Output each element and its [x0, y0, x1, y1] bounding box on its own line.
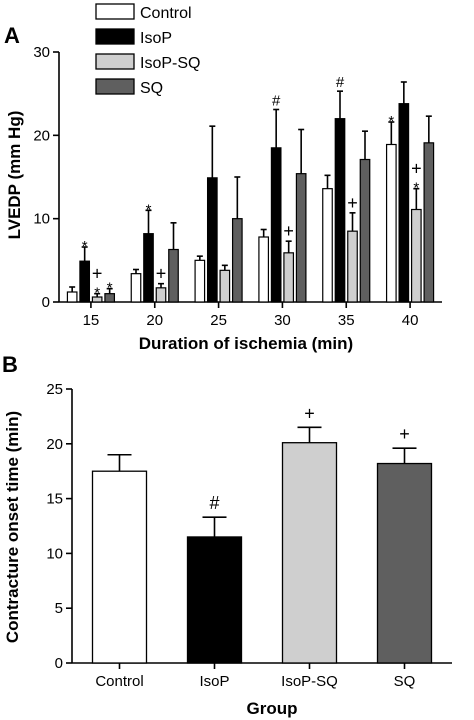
panel-a-legend: Control IsoP IsoP-SQ SQ [95, 3, 200, 97]
bar-isop-sq-35 [347, 230, 358, 303]
bar-isop-sq-annotation: + [304, 403, 315, 423]
panel-a-x-tick-label: 20 [146, 312, 163, 329]
bar-isop-40 [398, 103, 410, 303]
bar-sq-40 [423, 142, 435, 303]
legend-swatch-control [95, 3, 135, 20]
bar-isop-sq-20-annotation: + [156, 264, 167, 284]
bar-control-15 [66, 291, 78, 303]
legend-label-isop-sq: IsoP-SQ [140, 55, 200, 72]
bar-sq [376, 462, 433, 664]
bar-control-40-annotation: * [388, 113, 394, 130]
bar-isop [186, 536, 243, 664]
bar-isop-sq-30-annotation: + [283, 221, 294, 241]
legend-label-isop: IsoP [140, 30, 172, 47]
panel-b-x-tick-label: IsoP-SQ [281, 673, 338, 690]
legend-label-sq: SQ [140, 80, 163, 97]
panel-b-x-tick-label: IsoP [199, 673, 229, 690]
panel-a-x-tick-label: 40 [402, 312, 419, 329]
bar-control-35 [322, 188, 333, 303]
bar-isop-sq-15-annotation-1: * [94, 285, 100, 302]
panel-b-y-tick-label: 0 [55, 655, 63, 672]
panel-b-y-tick-label: 15 [46, 491, 63, 508]
panel-a-letter: A [4, 23, 20, 48]
legend-swatch-isop [95, 28, 135, 45]
panel-b-x-tick-label: SQ [394, 673, 416, 690]
panel-b-letter: B [2, 352, 18, 377]
panel-a-axes: 0 10 20 30 15 20 25 30 35 40 [33, 44, 442, 329]
bar-isop-sq [281, 442, 338, 664]
panel-b-y-tick-label: 5 [55, 600, 63, 617]
bar-isop-30-annotation: # [272, 93, 281, 110]
bar-control-20 [130, 273, 142, 303]
bar-isop-15-annotation: * [82, 238, 88, 255]
bar-isop-35 [334, 118, 346, 303]
bar-isop-sq-25 [219, 269, 231, 303]
panel-b-x-tick-label: Control [95, 673, 143, 690]
bar-isop-sq-20 [155, 287, 167, 303]
bar-isop-sq-40-annotation-0: + [411, 159, 422, 179]
bar-isop-sq-40-annotation-1: * [413, 180, 419, 197]
bar-isop-sq-40 [410, 208, 422, 303]
bar-isop-20 [143, 233, 154, 303]
bar-isop-20-annotation: * [146, 201, 152, 218]
bar-control-25 [194, 259, 206, 303]
panel-a-y-tick-label: 30 [33, 44, 50, 61]
panel-b-y-axis-title: Contracture onset time (min) [3, 411, 22, 643]
panel-a-x-tick-label: 15 [83, 312, 100, 329]
bar-sq-annotation: + [399, 424, 410, 444]
panel-a-x-axis-title: Duration of ischemia (min) [139, 334, 353, 353]
panel-b-y-tick-label: 20 [46, 436, 63, 453]
bar-isop-sq-35-annotation: + [347, 193, 358, 213]
bar-isop-sq-15 [91, 296, 103, 303]
panel-a-x-tick-label: 35 [338, 312, 355, 329]
panel-b-axes: 0 5 10 15 20 25 Control IsoP IsoP-SQ SQ [46, 381, 452, 690]
bar-control-40 [385, 143, 397, 303]
bar-isop-sq-30 [283, 252, 295, 303]
bar-isop-25 [206, 177, 218, 303]
bar-sq-35 [359, 158, 371, 303]
panel-b-y-tick-label: 25 [46, 381, 63, 398]
panel-a-bars: **+**+#+#+**+ [66, 74, 435, 303]
bar-sq-30 [295, 173, 307, 303]
panel-b: B 0 5 10 15 20 25 Control IsoP IsoP-SQ SQ # + + Gro… [2, 352, 452, 718]
panel-a-y-tick-label: 20 [33, 127, 50, 144]
bar-sq-15-annotation: * [107, 280, 113, 297]
panel-b-x-axis-title: Group [247, 699, 298, 718]
panel-b-bars: # + + [91, 403, 433, 664]
panel-a-y-tick-label: 10 [33, 211, 50, 228]
panel-b-y-tick-label: 10 [46, 545, 63, 562]
bar-isop-15 [79, 260, 91, 303]
legend-label-control: Control [140, 5, 192, 22]
legend-swatch-isop-sq [95, 53, 135, 70]
bar-isop-annotation: # [209, 493, 219, 513]
bar-isop-30 [270, 147, 282, 303]
bar-sq-15 [104, 293, 116, 303]
bar-control-30 [258, 236, 270, 303]
bar-sq-20 [168, 248, 179, 303]
panel-a-y-tick-label: 0 [42, 294, 50, 311]
bar-isop-sq-15-annotation-0: + [92, 264, 103, 284]
bar-sq-25 [231, 218, 243, 303]
panel-a-x-tick-label: 30 [274, 312, 291, 329]
legend-swatch-sq [95, 78, 135, 95]
bar-isop-35-annotation: # [336, 74, 345, 91]
panel-a-x-tick-label: 25 [210, 312, 227, 329]
panel-a-y-axis-title: LVEDP (mm Hg) [5, 111, 24, 240]
bar-control [91, 470, 148, 664]
